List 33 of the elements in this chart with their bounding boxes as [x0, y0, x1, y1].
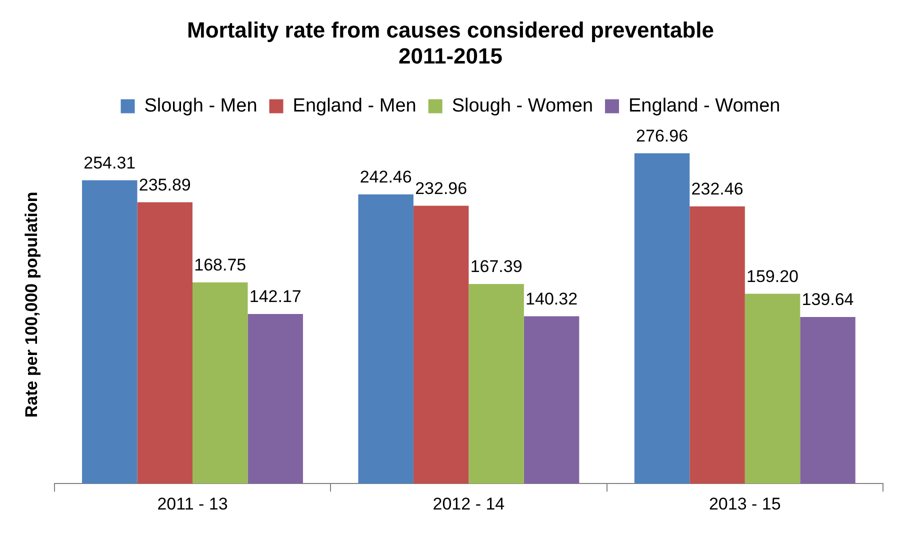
data-label: 232.46 — [691, 180, 744, 199]
bar — [800, 317, 856, 484]
x-tick-label: 2011 - 13 — [157, 494, 228, 514]
bar — [744, 294, 800, 484]
data-label: 276.96 — [636, 126, 688, 146]
data-label: 142.17 — [249, 287, 302, 306]
bar — [192, 282, 248, 484]
bar — [413, 206, 469, 484]
bar — [248, 314, 303, 484]
bar — [634, 153, 690, 484]
data-label: 139.64 — [802, 290, 854, 310]
x-tick-label: 2013 - 15 — [708, 494, 781, 514]
data-label: 254.31 — [84, 153, 136, 172]
legend-label: Slough - Women — [452, 96, 594, 117]
data-label: 235.89 — [138, 175, 191, 194]
bar — [82, 180, 138, 484]
legend-label: England - Women — [628, 96, 780, 117]
data-label: 159.20 — [746, 266, 799, 286]
data-label: 232.96 — [415, 178, 468, 198]
bar — [468, 284, 524, 484]
bar — [358, 194, 414, 484]
bar — [524, 316, 580, 484]
legend-label: England - Men — [292, 96, 416, 117]
legend-label: Slough - Men — [144, 96, 258, 117]
data-label: 168.75 — [194, 256, 246, 275]
data-label: 140.32 — [526, 289, 578, 308]
x-tick-label: 2012 - 14 — [432, 494, 505, 514]
chart-title: Mortality rate from causes considered preventable 2011-2015 — [187, 17, 714, 69]
data-label: 242.46 — [360, 168, 412, 187]
bar — [137, 202, 192, 484]
y-axis-title: Rate per 100,000 population — [22, 192, 41, 418]
bar — [690, 206, 745, 484]
data-label: 167.39 — [470, 257, 522, 276]
